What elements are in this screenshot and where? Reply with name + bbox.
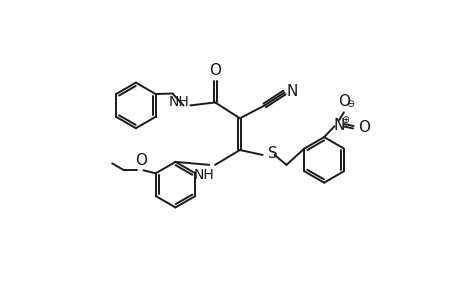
Text: O: O — [337, 94, 349, 110]
Text: O: O — [134, 152, 146, 167]
Text: N: N — [286, 84, 298, 99]
Text: N: N — [333, 118, 344, 133]
Text: O: O — [209, 63, 221, 78]
Text: NH: NH — [193, 168, 214, 182]
Text: S: S — [267, 146, 277, 161]
Text: NH: NH — [168, 95, 189, 110]
Text: ⊕: ⊕ — [340, 115, 348, 125]
Text: ⊖: ⊖ — [345, 99, 353, 110]
Text: O: O — [357, 120, 369, 135]
